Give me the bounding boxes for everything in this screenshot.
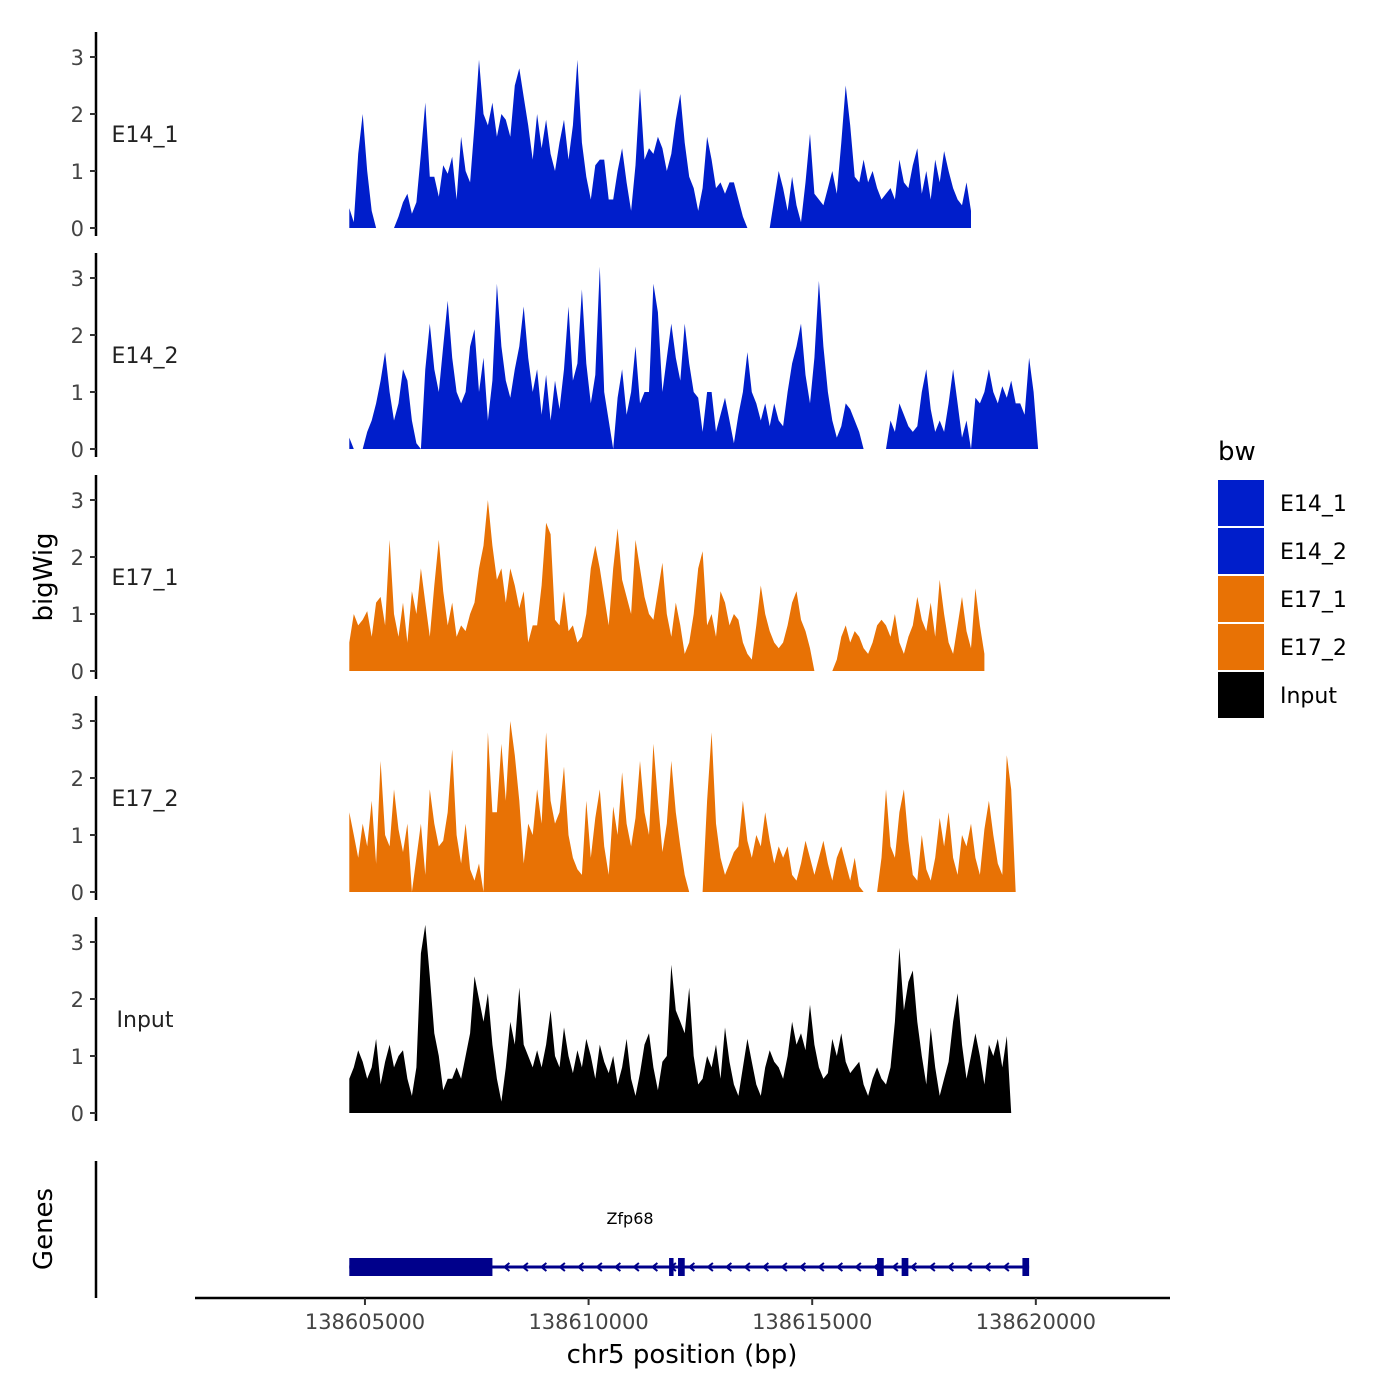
x-axis-title: chr5 position (bp) [567, 1340, 798, 1370]
gene-model [349, 1258, 1030, 1276]
area-E14_2 [349, 266, 1039, 449]
strand-arrow [724, 1262, 733, 1272]
y-tick-label-E14_1-0: 0 [71, 217, 84, 241]
track-label-E17_2: E17_2 [112, 787, 179, 812]
y-tick-label-E14_2-1: 1 [71, 381, 84, 405]
y-tick-label-E14_1-3: 3 [71, 46, 84, 70]
strand-arrow [1002, 1262, 1010, 1272]
gene-exon-5 [1022, 1258, 1030, 1276]
strand-arrow [780, 1262, 788, 1272]
strand-arrow [576, 1262, 585, 1272]
strand-arrow [521, 1262, 529, 1272]
genes-axis-title: Genes [29, 1188, 59, 1270]
strand-arrow [761, 1262, 770, 1272]
area-E17_1 [349, 500, 985, 671]
y-tick-label-E14_1-1: 1 [71, 160, 84, 184]
area-E17_2 [349, 721, 1016, 892]
strand-arrow [909, 1262, 918, 1272]
y-axis-title: bigWig [29, 532, 59, 621]
y-tick-label-E17_2-3: 3 [71, 710, 84, 734]
gene-exon-1 [669, 1258, 674, 1276]
y-tick-label-E14_2-2: 2 [71, 324, 84, 348]
y-tick-label-Input-2: 2 [71, 988, 84, 1012]
gene-label: Zfp68 [606, 1209, 653, 1228]
legend-label-E17_2: E17_2 [1280, 636, 1347, 661]
track-label-E17_1: E17_1 [112, 566, 179, 591]
track-label-Input: Input [117, 1008, 174, 1033]
legend-label-E14_2: E14_2 [1280, 540, 1347, 565]
strand-arrow [891, 1262, 899, 1272]
strand-arrow [687, 1262, 696, 1272]
y-tick-label-E17_1-0: 0 [71, 660, 84, 684]
bigwig-tracks: 0 1 2 3 E14_1 0 1 2 3 E14_2 0 1 2 3 E17_1 0 1 2 3 E17_2 0 1 2 3… [71, 32, 1039, 1126]
y-tick-label-E17_1-3: 3 [71, 489, 84, 513]
track-E14_1: 0 1 2 3 E14_1 [71, 32, 971, 241]
y-tick-label-E14_2-3: 3 [71, 267, 84, 291]
y-tick-label-E17_1-2: 2 [71, 546, 84, 570]
legend-items: E14_1 E14_2 E17_1 E17_2 Input [1218, 480, 1347, 718]
track-Input: 0 1 2 3 Input [71, 917, 1012, 1126]
strand-arrow [595, 1262, 603, 1272]
legend-swatch-E17_2 [1218, 624, 1264, 670]
strand-arrow [928, 1262, 936, 1272]
strand-arrow [983, 1262, 992, 1272]
gene-thick-block [349, 1258, 493, 1276]
y-tick-label-E17_2-0: 0 [71, 881, 84, 905]
legend-title: bw [1218, 437, 1256, 467]
legend-swatch-Input [1218, 672, 1264, 718]
strand-arrow [965, 1262, 973, 1272]
track-label-E14_2: E14_2 [112, 344, 179, 369]
strand-arrow [854, 1262, 862, 1272]
y-tick-label-Input-3: 3 [71, 931, 84, 955]
x-tick-label-138620000: 138620000 [976, 1310, 1096, 1334]
x-tick-label-138615000: 138615000 [752, 1310, 872, 1334]
strand-arrow [502, 1262, 511, 1272]
strand-arrow [539, 1262, 548, 1272]
legend-swatch-E17_1 [1218, 576, 1264, 622]
legend: bw E14_1 E14_2 E17_1 E17_2 Input [1218, 437, 1347, 718]
strand-arrow [798, 1262, 807, 1272]
track-E17_2: 0 1 2 3 E17_2 [71, 696, 1016, 905]
genes-panel: Genes Zfp68 [29, 1161, 1030, 1298]
strand-arrow [835, 1262, 844, 1272]
x-ticks: 138605000 138610000 138615000 138620000 [305, 1298, 1096, 1334]
legend-swatch-E14_2 [1218, 528, 1264, 574]
gene-exon-2 [678, 1258, 685, 1276]
track-label-E14_1: E14_1 [112, 123, 179, 148]
y-tick-label-Input-0: 0 [71, 1102, 84, 1126]
legend-swatch-E14_1 [1218, 480, 1264, 526]
track-E17_1: 0 1 2 3 E17_1 [71, 475, 985, 684]
x-tick-label-138610000: 138610000 [528, 1310, 648, 1334]
area-E14_1 [349, 59, 971, 228]
strand-arrow [743, 1262, 751, 1272]
x-axis: 138605000 138610000 138615000 138620000 chr… [195, 1296, 1170, 1370]
legend-label-E17_1: E17_1 [1280, 588, 1347, 613]
strand-arrow [558, 1262, 566, 1272]
strand-arrow [650, 1262, 659, 1272]
y-tick-label-E17_1-1: 1 [71, 603, 84, 627]
legend-label-Input: Input [1280, 684, 1337, 709]
gene-exon-3 [877, 1258, 884, 1276]
strand-arrow [706, 1262, 714, 1272]
y-tick-label-E17_2-2: 2 [71, 767, 84, 791]
strand-arrow [946, 1262, 955, 1272]
strand-arrow [632, 1262, 640, 1272]
area-Input [349, 924, 1012, 1113]
gene-exon-4 [901, 1258, 909, 1276]
y-tick-label-Input-1: 1 [71, 1045, 84, 1069]
y-tick-label-E17_2-1: 1 [71, 824, 84, 848]
x-tick-label-138605000: 138605000 [305, 1310, 425, 1334]
y-tick-label-E14_2-0: 0 [71, 438, 84, 462]
legend-label-E14_1: E14_1 [1280, 492, 1347, 517]
strand-arrow [613, 1262, 622, 1272]
track-E14_2: 0 1 2 3 E14_2 [71, 253, 1039, 462]
strand-arrow [817, 1262, 825, 1272]
y-tick-label-E14_1-2: 2 [71, 103, 84, 127]
